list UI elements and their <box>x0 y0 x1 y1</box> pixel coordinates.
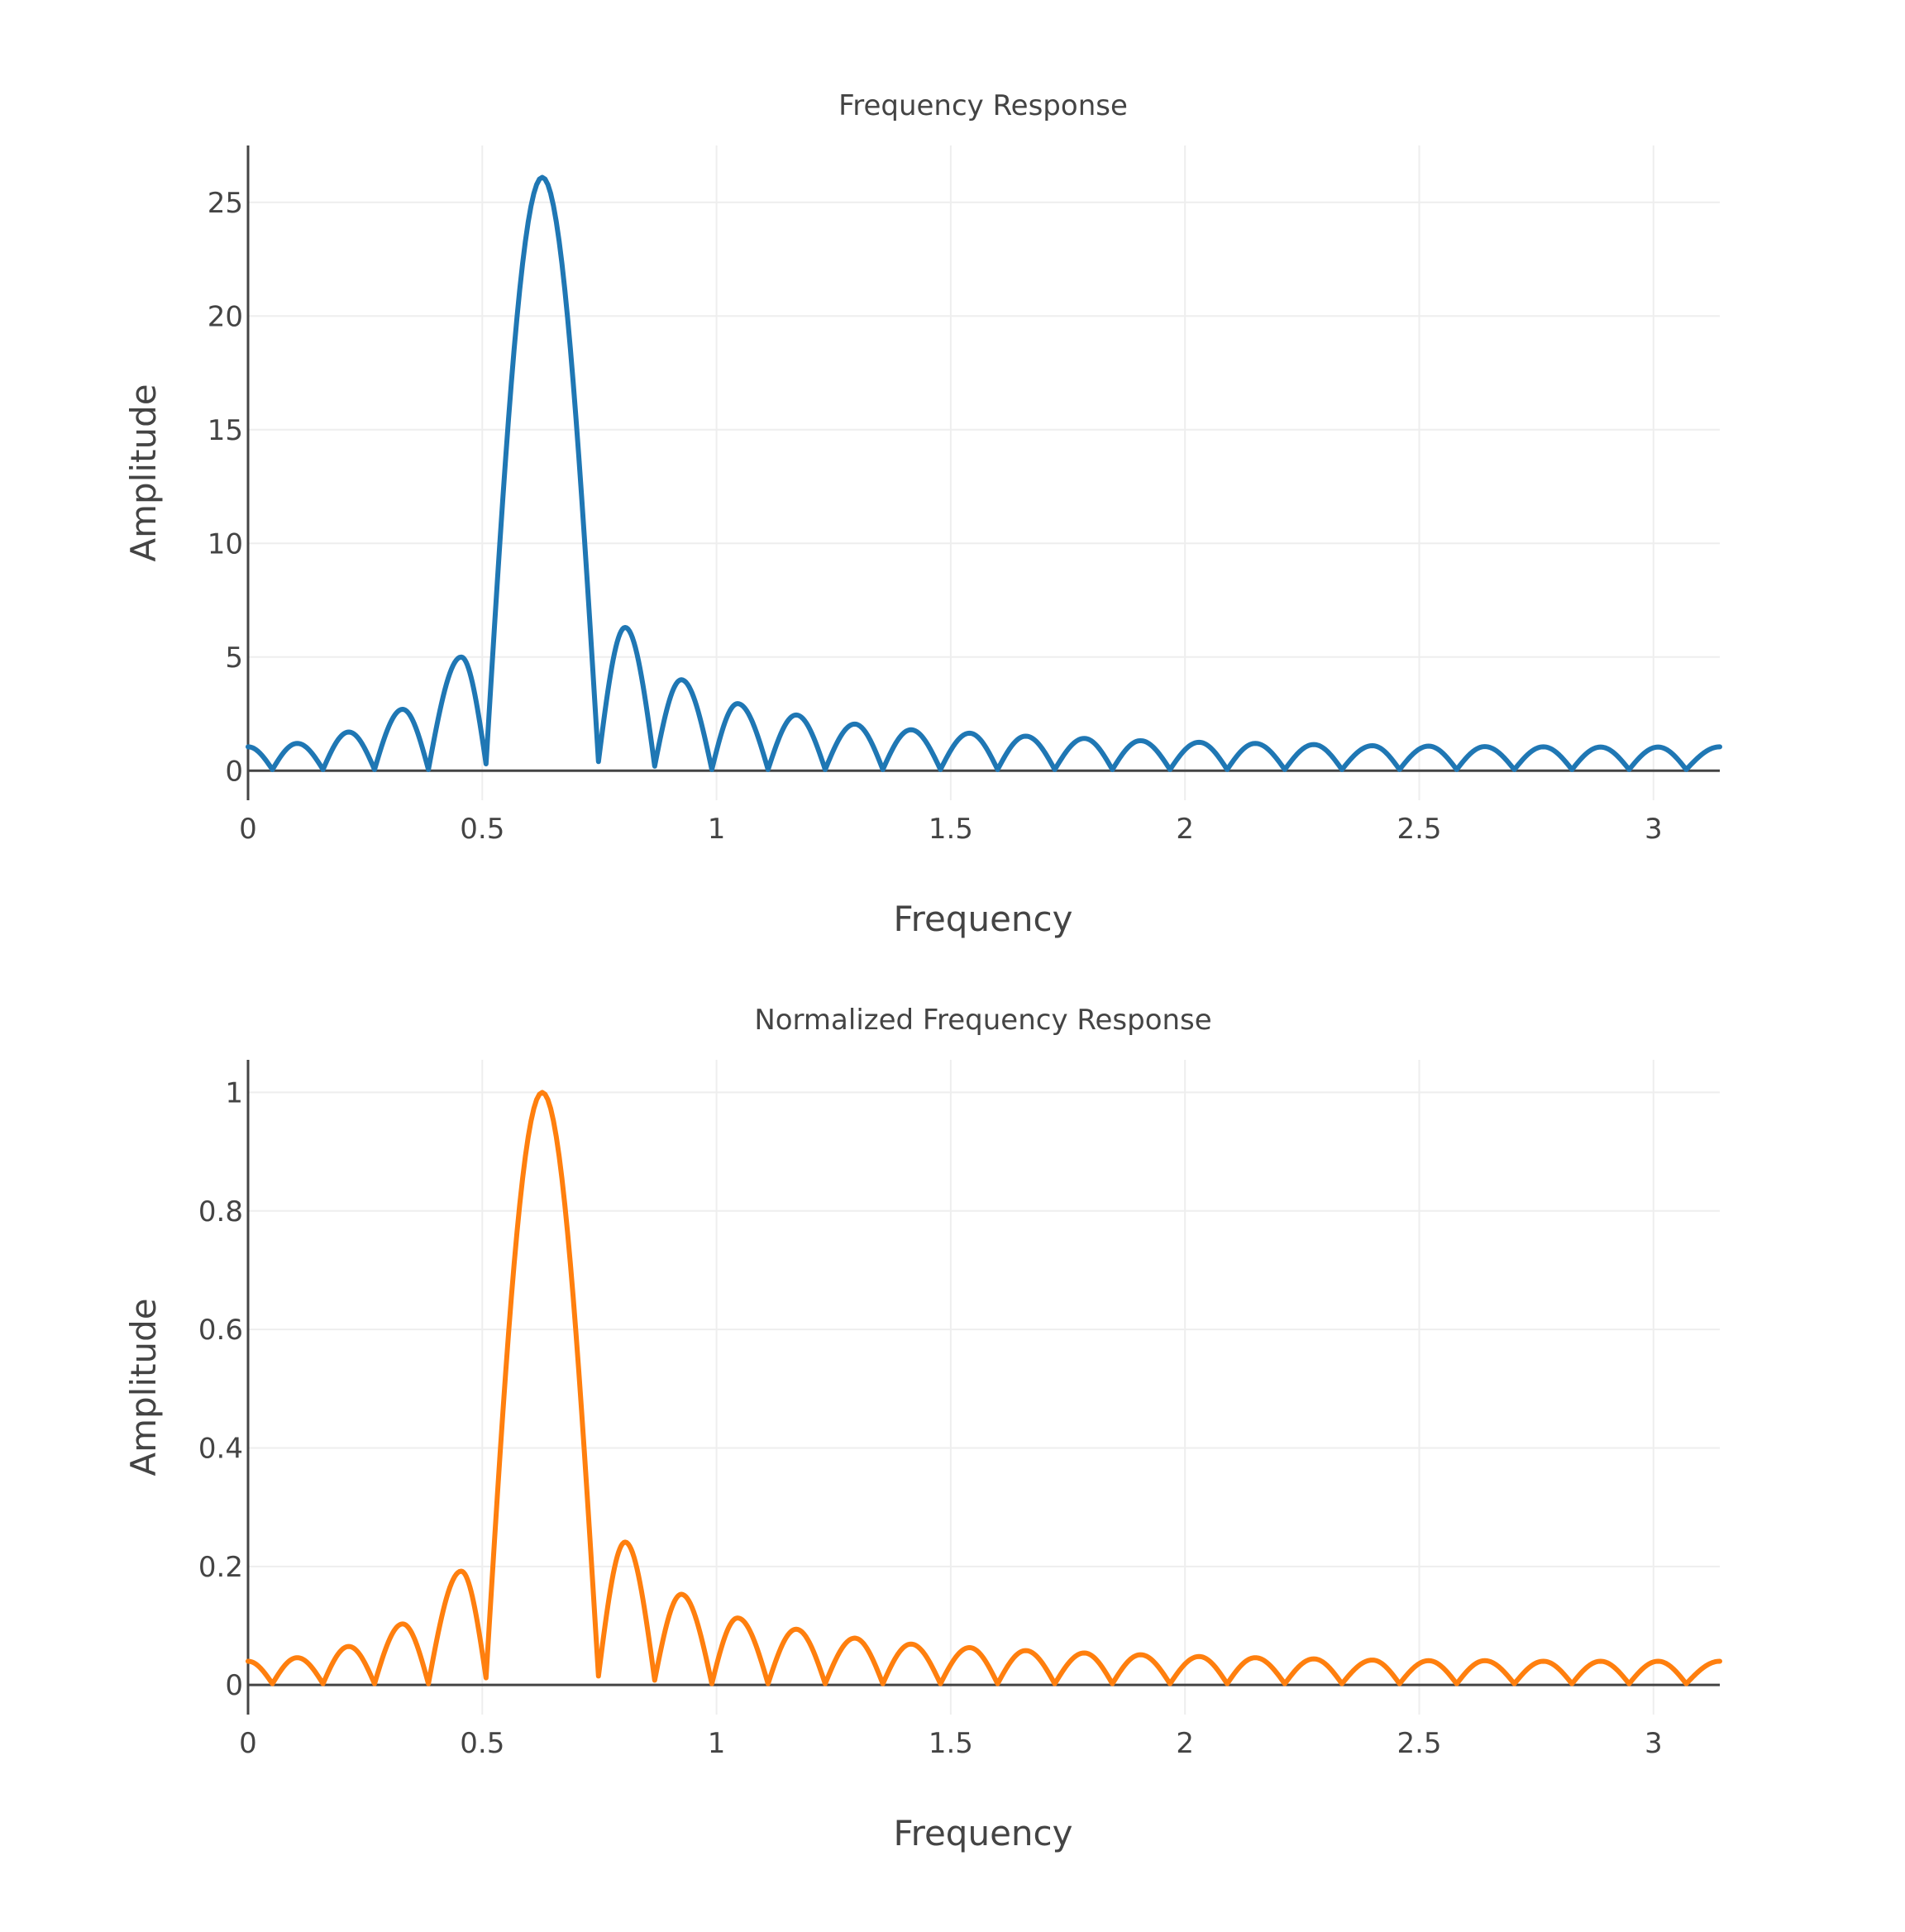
y-tick-label: 20 <box>208 300 243 333</box>
x-tick-label: 2.5 <box>1397 813 1441 846</box>
y-tick-label: 5 <box>225 642 243 675</box>
x-tick-label: 2.5 <box>1397 1727 1441 1760</box>
x-tick-label: 1.5 <box>929 813 973 846</box>
x-tick-label: 2 <box>1176 813 1194 846</box>
x-tick-label: 1 <box>708 813 726 846</box>
y-tick-label: 0 <box>225 1669 243 1702</box>
y-tick-label: 25 <box>208 187 243 220</box>
chart-title: Normalized Frequency Response <box>754 1004 1211 1037</box>
y-tick-label: 0.2 <box>198 1551 243 1584</box>
y-tick-label: 1 <box>225 1076 243 1109</box>
x-tick-label: 0.5 <box>460 1727 504 1760</box>
x-tick-label: 0 <box>239 1727 257 1760</box>
axes <box>246 145 1720 800</box>
y-tick-label: 15 <box>208 414 243 447</box>
chart-title: Frequency Response <box>838 89 1128 122</box>
y-axis-title: Amplitude <box>123 384 164 561</box>
y-tick-label: 0.6 <box>198 1314 243 1347</box>
x-tick-label: 1.5 <box>929 1727 973 1760</box>
x-axis-title: Frequency <box>894 1813 1073 1853</box>
subplot-frequency-response: Frequency Response 0 0.5 1 1.5 2 2.5 3 0 5 10 15 20… <box>123 89 1722 939</box>
tick-labels: 0 0.5 1 1.5 2 2.5 3 0 0.2 0.4 0.6 0.8 1 <box>198 1076 1663 1760</box>
x-tick-label: 3 <box>1645 813 1663 846</box>
tick-labels: 0 0.5 1 1.5 2 2.5 3 0 5 10 15 20 25 <box>208 187 1663 846</box>
gridlines <box>248 145 1720 800</box>
x-tick-label: 1 <box>708 1727 726 1760</box>
y-tick-label: 0.8 <box>198 1195 243 1228</box>
x-axis-title: Frequency <box>894 899 1073 939</box>
x-tick-label: 3 <box>1645 1727 1663 1760</box>
axes <box>246 1060 1720 1715</box>
series-layer <box>246 174 1722 772</box>
y-tick-label: 0 <box>225 755 243 788</box>
x-tick-label: 0.5 <box>460 813 504 846</box>
series-line <box>246 1090 1722 1686</box>
x-tick-label: 0 <box>239 813 257 846</box>
series-line <box>246 174 1722 772</box>
y-tick-label: 10 <box>208 527 243 561</box>
x-tick-label: 2 <box>1176 1727 1194 1760</box>
y-tick-label: 0.4 <box>198 1432 243 1465</box>
series-layer <box>246 1090 1722 1686</box>
subplot-normalized-frequency-response: Normalized Frequency Response 0 0.5 1 1.5 2 2… <box>123 1004 1722 1853</box>
y-axis-title: Amplitude <box>123 1298 164 1476</box>
